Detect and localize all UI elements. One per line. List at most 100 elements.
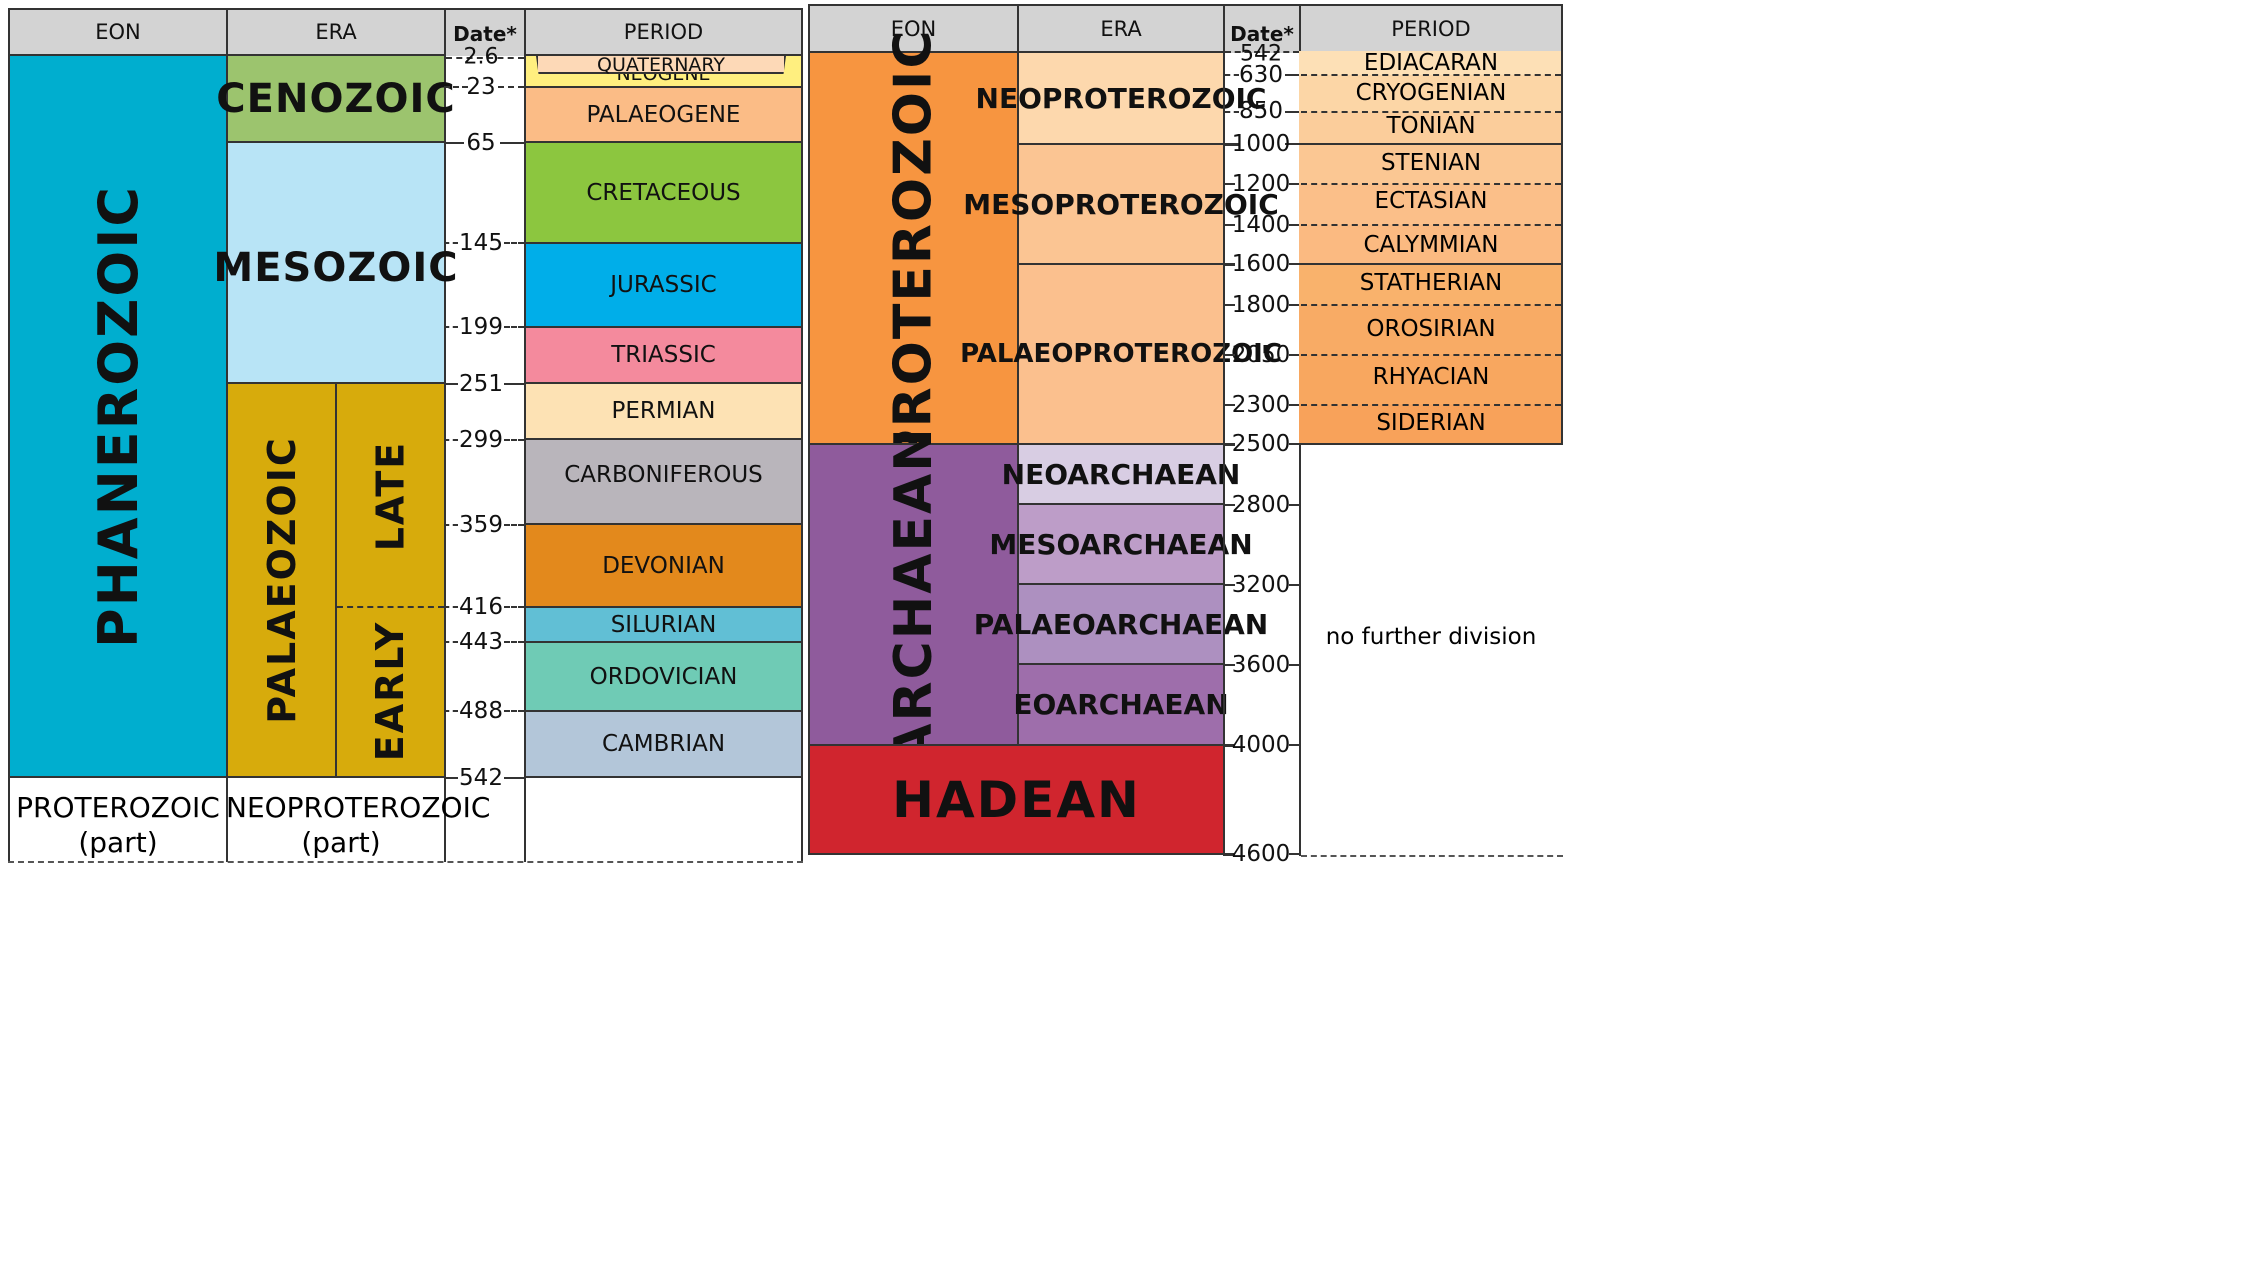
date-label: 2050 (1231, 342, 1291, 368)
date-label: 542 (459, 765, 503, 791)
date-label: 1400 (1231, 212, 1291, 238)
calymmian-label: CALYMMIAN (1363, 232, 1499, 258)
no-division-area (1299, 444, 1563, 856)
mesozoic-label: MESOZOIC (213, 245, 459, 291)
date-label: 1200 (1231, 171, 1291, 197)
late-palaeozoic: LATE (335, 382, 446, 608)
date-label: 65 (466, 130, 496, 156)
ordovician-period: ORDOVICIAN (524, 641, 803, 712)
tonian-label: TONIAN (1386, 113, 1476, 139)
palaeoarchaean-label: PALAEOARCHAEAN (973, 607, 1269, 641)
jurassic-period: JURASSIC (524, 242, 803, 328)
left-eon-header: EON (8, 8, 228, 56)
date-label: 488 (459, 698, 503, 724)
date-label: 299 (459, 427, 503, 453)
carboniferous-period: CARBONIFEROUS (524, 438, 803, 525)
palaeozoic-era: PALAEOZOIC (226, 382, 337, 778)
right-date-header: Date* (1223, 4, 1301, 53)
proterozoic-eon: PROTEROZOIC (808, 28, 1019, 468)
date-label: 1600 (1231, 251, 1291, 277)
mesoproterozoic-label: MESOPROTEROZOIC (963, 187, 1279, 221)
date-label: 23 (466, 74, 496, 100)
no-division-label: no further division (1325, 624, 1537, 650)
cambrian-label: CAMBRIAN (601, 731, 726, 757)
permian-label: PERMIAN (611, 398, 716, 424)
tonian-period (1299, 112, 1563, 144)
date-label: 3600 (1231, 652, 1291, 678)
mesoarchaean-era: MESOARCHAEAN (989, 503, 1253, 585)
cryogenian-label: CRYOGENIAN (1355, 80, 1507, 106)
left-period-header: PERIOD (524, 8, 803, 56)
date-label: 542 (1240, 41, 1282, 67)
late-label: LATE (368, 440, 413, 552)
ectasian-label: ECTASIAN (1374, 188, 1488, 214)
early-palaeozoic: EARLY (335, 606, 446, 778)
archaean-eon: ARCHAEAN (808, 426, 1019, 763)
date-label: 3200 (1231, 572, 1291, 598)
neoproterozoic-era: NEOPROTEROZOIC (976, 51, 1266, 145)
mesozoic-era: MESOZOIC (213, 141, 458, 384)
date-label: 199 (459, 314, 503, 340)
silurian-label: SILURIAN (610, 611, 717, 638)
proterozoic-part-line2: (part) (78, 826, 158, 859)
date-label: 1800 (1231, 292, 1291, 318)
cretaceous-label: CRETACEOUS (586, 179, 741, 206)
hadean-label: HADEAN (892, 770, 1141, 829)
neoarchaean-era: NEOARCHAEAN (1002, 443, 1240, 505)
silurian-period: SILURIAN (524, 606, 803, 643)
left-below-area (8, 776, 803, 862)
neoproterozoic-part-line1: NEOPROTEROZOIC (226, 791, 491, 824)
quaternary-label: QUATERNARY (597, 54, 725, 76)
neoproterozoic-part-line2: (part) (301, 826, 381, 859)
early-label: EARLY (368, 620, 413, 762)
right-bottom-dash (1301, 855, 1563, 857)
left-bottom-dash (8, 861, 803, 863)
cretaceous-period: CRETACEOUS (524, 141, 803, 244)
stenian-label: STENIAN (1380, 150, 1482, 176)
devonian-label: DEVONIAN (602, 552, 725, 579)
palaeogene-label: PALAEOGENE (586, 101, 741, 128)
date-label: 2300 (1231, 392, 1291, 418)
date-label: 4000 (1231, 732, 1291, 758)
right-period-header: PERIOD (1299, 4, 1563, 53)
ediacaran-period (1299, 51, 1563, 75)
date-label: 4600 (1231, 841, 1291, 867)
eoarchaean-era: EOARCHAEAN (1013, 663, 1229, 746)
mesoproterozoic-era: MESOPROTEROZOIC (963, 143, 1279, 265)
statherian-label: STATHERIAN (1359, 270, 1503, 296)
ediacaran-label: EDIACARAN (1363, 50, 1499, 76)
proterozoic-part-label: PROTEROZOIC (part) (8, 790, 228, 860)
orosirian-period (1299, 305, 1563, 355)
date-label: 251 (459, 371, 503, 397)
mesoarchaean-label: MESOARCHAEAN (989, 527, 1253, 561)
date-label: 630 (1239, 62, 1283, 88)
cambrian-period: CAMBRIAN (524, 710, 803, 778)
rhyacian-period (1299, 355, 1563, 405)
neoarchaean-label: NEOARCHAEAN (1001, 457, 1241, 491)
rhyacian-label: RHYACIAN (1372, 364, 1490, 390)
cenozoic-era: CENOZOIC (216, 54, 455, 143)
siderian-label: SIDERIAN (1376, 410, 1486, 436)
hadean-eon: HADEAN (808, 744, 1225, 855)
right-era-header: ERA (1017, 4, 1225, 53)
ordovician-label: ORDOVICIAN (589, 663, 738, 690)
phanerozoic-eon: PHANEROZOIC (8, 54, 228, 778)
eoarchaean-label: EOARCHAEAN (1013, 688, 1229, 721)
date-label: 416 (459, 594, 503, 620)
date-label: 359 (459, 512, 503, 538)
phanerozoic-label: PHANEROZOIC (86, 184, 150, 648)
late-early-divider (337, 606, 444, 608)
cryogenian-period (1299, 75, 1563, 112)
date-label: 2500 (1231, 431, 1291, 457)
ectasian-period (1299, 184, 1563, 225)
siderian-period (1299, 405, 1563, 444)
left-era-header: ERA (226, 8, 446, 56)
palaeozoic-label: PALAEOZOIC (259, 436, 304, 724)
date-label: 1000 (1231, 131, 1291, 157)
triassic-period: TRIASSIC (524, 326, 803, 384)
permian-period: PERMIAN (524, 382, 803, 440)
palaeoarchaean-era: PALAEOARCHAEAN (974, 583, 1268, 665)
orosirian-label: OROSIRIAN (1366, 316, 1496, 342)
archaean-label: ARCHAEAN (883, 425, 944, 764)
palaeoproterozoic-era: PALAEOPROTEROZOIC (960, 263, 1282, 445)
